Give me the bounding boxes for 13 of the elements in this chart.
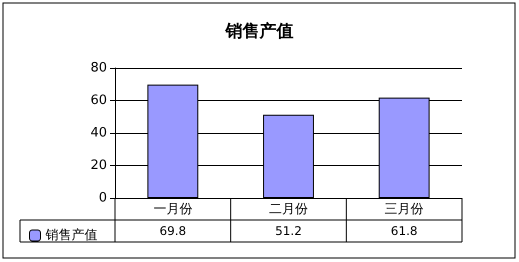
data-label: 69.8 (159, 224, 186, 238)
x-tick-label: 三月份 (384, 202, 424, 217)
data-label: 61.8 (390, 224, 418, 238)
legend-label: 销售产值 (44, 228, 98, 243)
chart-title: 销售产值 (224, 22, 294, 42)
data-label: 51.2 (275, 224, 302, 238)
x-tick-label: 二月份 (269, 202, 308, 217)
y-tick-label: 80 (90, 60, 107, 76)
y-tick-label: 20 (90, 158, 107, 173)
x-tick-label: 一月份 (153, 202, 192, 217)
y-tick-label: 0 (98, 190, 107, 206)
y-tick-label: 60 (90, 93, 107, 108)
y-tick-label: 40 (90, 126, 107, 140)
